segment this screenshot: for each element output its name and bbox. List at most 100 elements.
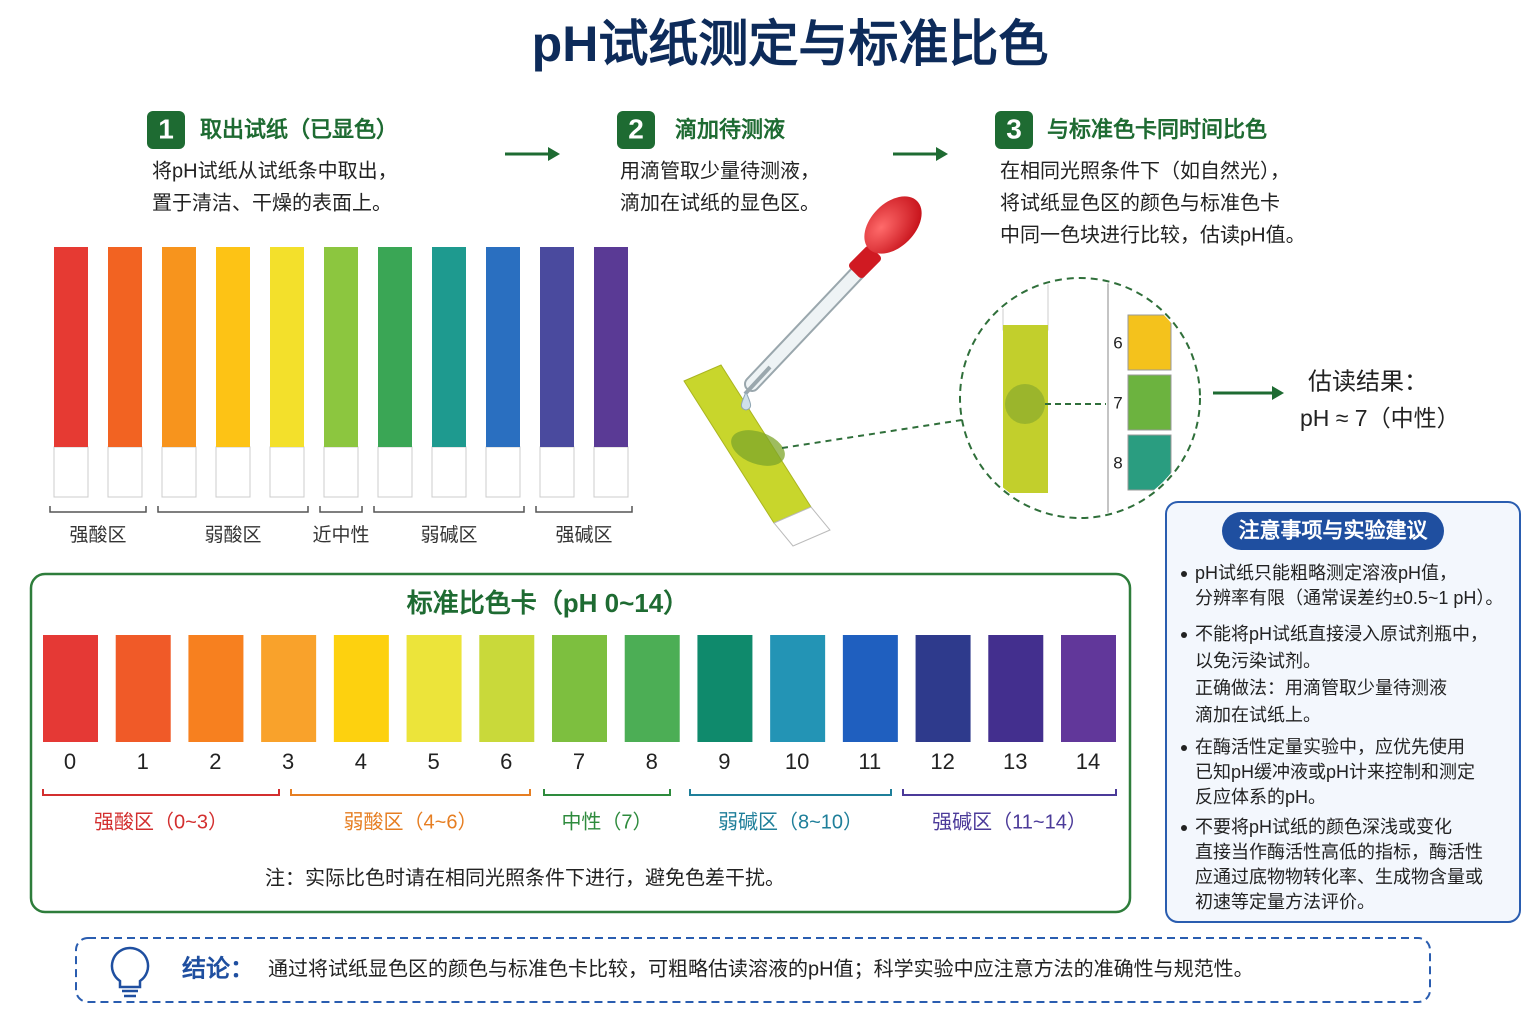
step-text: 将pH试纸从试纸条中取出， — [152, 159, 398, 182]
ph-label: 3 — [282, 749, 294, 774]
conclusion-text: 通过将试纸显色区的颜色与标准色卡比较，可粗略估读溶液的pH值；科学实验中应注意方… — [268, 957, 1254, 980]
bullet — [1181, 632, 1187, 638]
conclusion-box — [75, 937, 1431, 1003]
arrow-head — [1272, 386, 1284, 400]
strip-color — [108, 247, 142, 447]
step-number: 2 — [628, 113, 644, 144]
step-arrow-head — [548, 147, 560, 161]
bullet — [1181, 825, 1187, 831]
strip-white — [215, 446, 251, 498]
step-text: 置于清洁、干燥的表面上。 — [152, 191, 392, 214]
card-label: 7 — [1113, 393, 1122, 412]
pipette-tip — [743, 365, 772, 396]
bullet — [1181, 745, 1187, 751]
color-card-box — [29, 572, 1132, 914]
ph-label: 9 — [718, 749, 730, 774]
ph-swatch — [188, 635, 244, 742]
step-text: 将试纸显色区的颜色与标准色卡 — [1000, 191, 1280, 214]
step-number: 1 — [158, 113, 174, 144]
card-swatch — [1127, 374, 1172, 431]
bulb-glass — [110, 946, 150, 989]
ph-label: 14 — [1076, 749, 1100, 774]
note-text: 正确做法：用滴管取少量待测液 — [1195, 678, 1447, 698]
card-note: 注：实际比色时请在相同光照条件下进行，避免色差干扰。 — [265, 866, 785, 889]
wet-spot — [731, 430, 785, 466]
range-line — [689, 789, 892, 796]
group-bracket — [373, 506, 525, 513]
result-label: 估读结果： — [1308, 368, 1428, 395]
group-label: 强碱区 — [555, 524, 612, 546]
card-label: 6 — [1113, 333, 1122, 352]
range-line — [42, 789, 280, 796]
ph-swatch — [842, 635, 898, 742]
ph-label: 6 — [500, 749, 512, 774]
pipette — [740, 196, 922, 411]
ph-label: 2 — [209, 749, 221, 774]
step-text: 在相同光照条件下（如自然光）， — [1000, 159, 1290, 182]
ph-label: 1 — [137, 749, 149, 774]
ph-swatch — [988, 635, 1044, 742]
ph-swatch — [697, 635, 753, 742]
zoom-spot — [1005, 384, 1045, 424]
ph-swatch — [1061, 635, 1116, 742]
ph-label: 13 — [1003, 749, 1027, 774]
step-text: 用滴管取少量待测液， — [620, 159, 820, 182]
page-title: pH试纸测定与标准比色 — [532, 16, 1049, 72]
group-label: 弱碱区 — [420, 524, 477, 546]
conclusion-label: 结论： — [182, 954, 254, 982]
strip-color — [486, 247, 520, 447]
notes-title: 注意事项与实验建议 — [1239, 519, 1429, 543]
strip-color — [270, 247, 304, 447]
note-text: pH试纸只能粗略测定溶液pH值， — [1195, 563, 1457, 583]
step-title: 取出试纸（已显色） — [200, 117, 398, 142]
strip-color — [324, 247, 358, 447]
strip-white — [485, 446, 521, 498]
strip-white — [323, 446, 359, 498]
note-text: 滴加在试纸上。 — [1195, 705, 1321, 725]
card-label: 8 — [1113, 453, 1122, 472]
ph-swatch — [479, 635, 535, 742]
ph-label: 5 — [427, 749, 439, 774]
ph-label: 4 — [355, 749, 367, 774]
bulb-icon — [110, 946, 150, 998]
drop — [740, 390, 752, 411]
group-bracket — [535, 506, 633, 513]
strip-color — [432, 247, 466, 447]
group-bracket — [157, 506, 309, 513]
group-label: 强酸区 — [69, 524, 126, 546]
card-swatch — [1127, 314, 1172, 371]
range-line — [290, 789, 531, 796]
ph-swatch — [624, 635, 680, 742]
strip-color — [594, 247, 628, 447]
ph-label: 10 — [785, 749, 809, 774]
note-text: 不能将pH试纸直接浸入原试剂瓶中， — [1195, 624, 1488, 644]
group-label: 近中性 — [312, 524, 369, 546]
notes-title-pill — [1222, 512, 1444, 550]
strip-white — [161, 446, 197, 498]
card-title: 标准比色卡（pH 0~14） — [407, 588, 689, 618]
ph-swatch — [333, 635, 389, 742]
range-label: 弱碱区（8~10） — [718, 810, 863, 833]
note-text: 不要将pH试纸的颜色深浅或变化 — [1195, 817, 1452, 837]
step-text: 滴加在试纸的显色区。 — [620, 191, 820, 214]
strip-color — [216, 247, 250, 447]
note-text: 分辨率有限（通常误差约±0.5~1 pH）。 — [1195, 588, 1503, 608]
strip-color — [54, 247, 88, 447]
strip-white — [539, 446, 575, 498]
ph-label: 7 — [573, 749, 585, 774]
note-text: 反应体系的pH。 — [1195, 787, 1326, 807]
note-text: 直接当作酶活性高低的指标，酶活性 — [1195, 842, 1483, 862]
ph-swatch — [261, 635, 317, 742]
step-badge — [617, 111, 655, 149]
card-swatch — [1127, 434, 1172, 491]
ph-label: 8 — [646, 749, 658, 774]
pipette-collar — [848, 245, 882, 279]
zoom-connector — [781, 419, 963, 449]
step-text: 中同一色块进行比较，估读pH值。 — [1000, 223, 1306, 246]
group-bracket — [49, 506, 147, 513]
note-text: 在酶活性定量实验中，应优先使用 — [1195, 737, 1465, 757]
strip-color — [378, 247, 412, 447]
note-text: 初速等定量方法评价。 — [1195, 892, 1375, 912]
strip-color — [162, 247, 196, 447]
strip-white — [593, 446, 629, 498]
